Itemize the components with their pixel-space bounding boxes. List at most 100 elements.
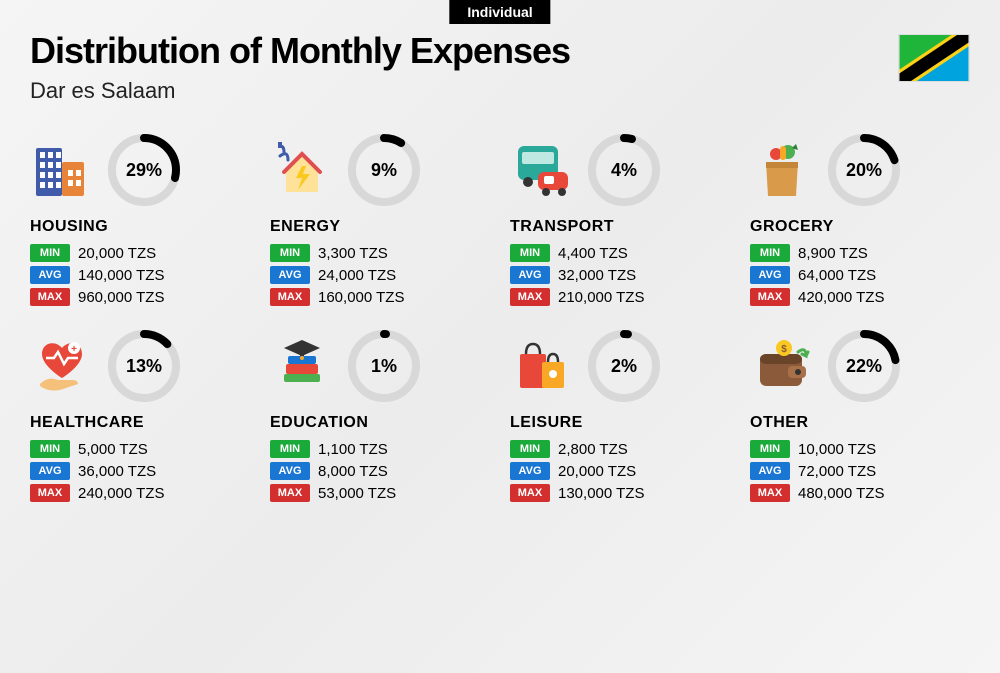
avg-value: 64,000 TZS [798, 267, 876, 284]
heart-hand-icon: + [30, 334, 94, 398]
max-badge: MAX [510, 484, 550, 502]
category-card-healthcare: + 13% HEALTHCARE MIN 5,000 TZS AVG 36,00… [30, 330, 250, 506]
avg-badge: AVG [510, 462, 550, 480]
min-value: 8,900 TZS [798, 245, 868, 262]
donut-percent: 22% [828, 330, 900, 402]
max-value: 210,000 TZS [558, 289, 644, 306]
min-badge: MIN [510, 244, 550, 262]
donut-chart: 2% [588, 330, 660, 402]
stat-row-min: MIN 10,000 TZS [750, 440, 970, 458]
stat-row-avg: AVG 36,000 TZS [30, 462, 250, 480]
min-badge: MIN [750, 440, 790, 458]
stat-row-avg: AVG 72,000 TZS [750, 462, 970, 480]
category-name: EDUCATION [270, 414, 490, 432]
max-badge: MAX [750, 484, 790, 502]
stat-row-min: MIN 4,400 TZS [510, 244, 730, 262]
avg-badge: AVG [270, 462, 310, 480]
max-badge: MAX [30, 288, 70, 306]
donut-chart: 1% [348, 330, 420, 402]
min-badge: MIN [270, 244, 310, 262]
max-badge: MAX [270, 288, 310, 306]
min-value: 20,000 TZS [78, 245, 156, 262]
donut-percent: 29% [108, 134, 180, 206]
avg-value: 24,000 TZS [318, 267, 396, 284]
category-card-education: 1% EDUCATION MIN 1,100 TZS AVG 8,000 TZS… [270, 330, 490, 506]
donut-chart: 29% [108, 134, 180, 206]
min-badge: MIN [510, 440, 550, 458]
energy-house-icon [270, 138, 334, 202]
buildings-icon [30, 138, 94, 202]
tanzania-flag-icon [898, 34, 970, 82]
avg-value: 8,000 TZS [318, 463, 388, 480]
page-title: Distribution of Monthly Expenses [30, 30, 970, 72]
category-name: GROCERY [750, 218, 970, 236]
min-value: 1,100 TZS [318, 441, 388, 458]
donut-chart: 20% [828, 134, 900, 206]
donut-percent: 20% [828, 134, 900, 206]
header: Distribution of Monthly Expenses Dar es … [30, 0, 970, 104]
stat-row-max: MAX 960,000 TZS [30, 288, 250, 306]
category-card-other: $ 22% OTHER MIN 10,000 TZS AVG 72,000 TZ… [750, 330, 970, 506]
max-value: 960,000 TZS [78, 289, 164, 306]
avg-badge: AVG [750, 462, 790, 480]
stat-row-max: MAX 420,000 TZS [750, 288, 970, 306]
avg-badge: AVG [510, 266, 550, 284]
shopping-bags-icon [510, 334, 574, 398]
max-value: 160,000 TZS [318, 289, 404, 306]
avg-value: 32,000 TZS [558, 267, 636, 284]
wallet-icon: $ [750, 334, 814, 398]
max-value: 420,000 TZS [798, 289, 884, 306]
category-card-leisure: 2% LEISURE MIN 2,800 TZS AVG 20,000 TZS … [510, 330, 730, 506]
avg-value: 72,000 TZS [798, 463, 876, 480]
category-name: TRANSPORT [510, 218, 730, 236]
avg-badge: AVG [750, 266, 790, 284]
min-badge: MIN [30, 244, 70, 262]
avg-badge: AVG [270, 266, 310, 284]
min-value: 5,000 TZS [78, 441, 148, 458]
category-card-grocery: 20% GROCERY MIN 8,900 TZS AVG 64,000 TZS… [750, 134, 970, 310]
min-value: 10,000 TZS [798, 441, 876, 458]
stat-row-avg: AVG 24,000 TZS [270, 266, 490, 284]
max-badge: MAX [270, 484, 310, 502]
stat-row-min: MIN 5,000 TZS [30, 440, 250, 458]
stat-row-min: MIN 3,300 TZS [270, 244, 490, 262]
donut-chart: 22% [828, 330, 900, 402]
min-badge: MIN [270, 440, 310, 458]
books-cap-icon [270, 334, 334, 398]
max-badge: MAX [510, 288, 550, 306]
stat-row-avg: AVG 32,000 TZS [510, 266, 730, 284]
max-value: 53,000 TZS [318, 485, 396, 502]
stat-row-max: MAX 53,000 TZS [270, 484, 490, 502]
stat-row-max: MAX 160,000 TZS [270, 288, 490, 306]
donut-percent: 1% [348, 330, 420, 402]
avg-badge: AVG [30, 266, 70, 284]
donut-chart: 4% [588, 134, 660, 206]
grocery-bag-icon [750, 138, 814, 202]
min-badge: MIN [750, 244, 790, 262]
stat-row-max: MAX 240,000 TZS [30, 484, 250, 502]
avg-value: 140,000 TZS [78, 267, 164, 284]
donut-percent: 2% [588, 330, 660, 402]
max-badge: MAX [30, 484, 70, 502]
categories-grid: 29% HOUSING MIN 20,000 TZS AVG 140,000 T… [30, 134, 970, 506]
stat-row-max: MAX 130,000 TZS [510, 484, 730, 502]
max-value: 130,000 TZS [558, 485, 644, 502]
donut-percent: 9% [348, 134, 420, 206]
max-badge: MAX [750, 288, 790, 306]
min-badge: MIN [30, 440, 70, 458]
category-name: OTHER [750, 414, 970, 432]
category-card-transport: 4% TRANSPORT MIN 4,400 TZS AVG 32,000 TZ… [510, 134, 730, 310]
stat-row-avg: AVG 20,000 TZS [510, 462, 730, 480]
stat-row-min: MIN 8,900 TZS [750, 244, 970, 262]
svg-text:$: $ [781, 344, 787, 355]
page-subtitle: Dar es Salaam [30, 78, 970, 104]
svg-text:+: + [71, 344, 77, 355]
min-value: 4,400 TZS [558, 245, 628, 262]
category-name: HEALTHCARE [30, 414, 250, 432]
bus-car-icon [510, 138, 574, 202]
stat-row-avg: AVG 64,000 TZS [750, 266, 970, 284]
max-value: 480,000 TZS [798, 485, 884, 502]
stat-row-max: MAX 480,000 TZS [750, 484, 970, 502]
donut-percent: 4% [588, 134, 660, 206]
donut-chart: 9% [348, 134, 420, 206]
